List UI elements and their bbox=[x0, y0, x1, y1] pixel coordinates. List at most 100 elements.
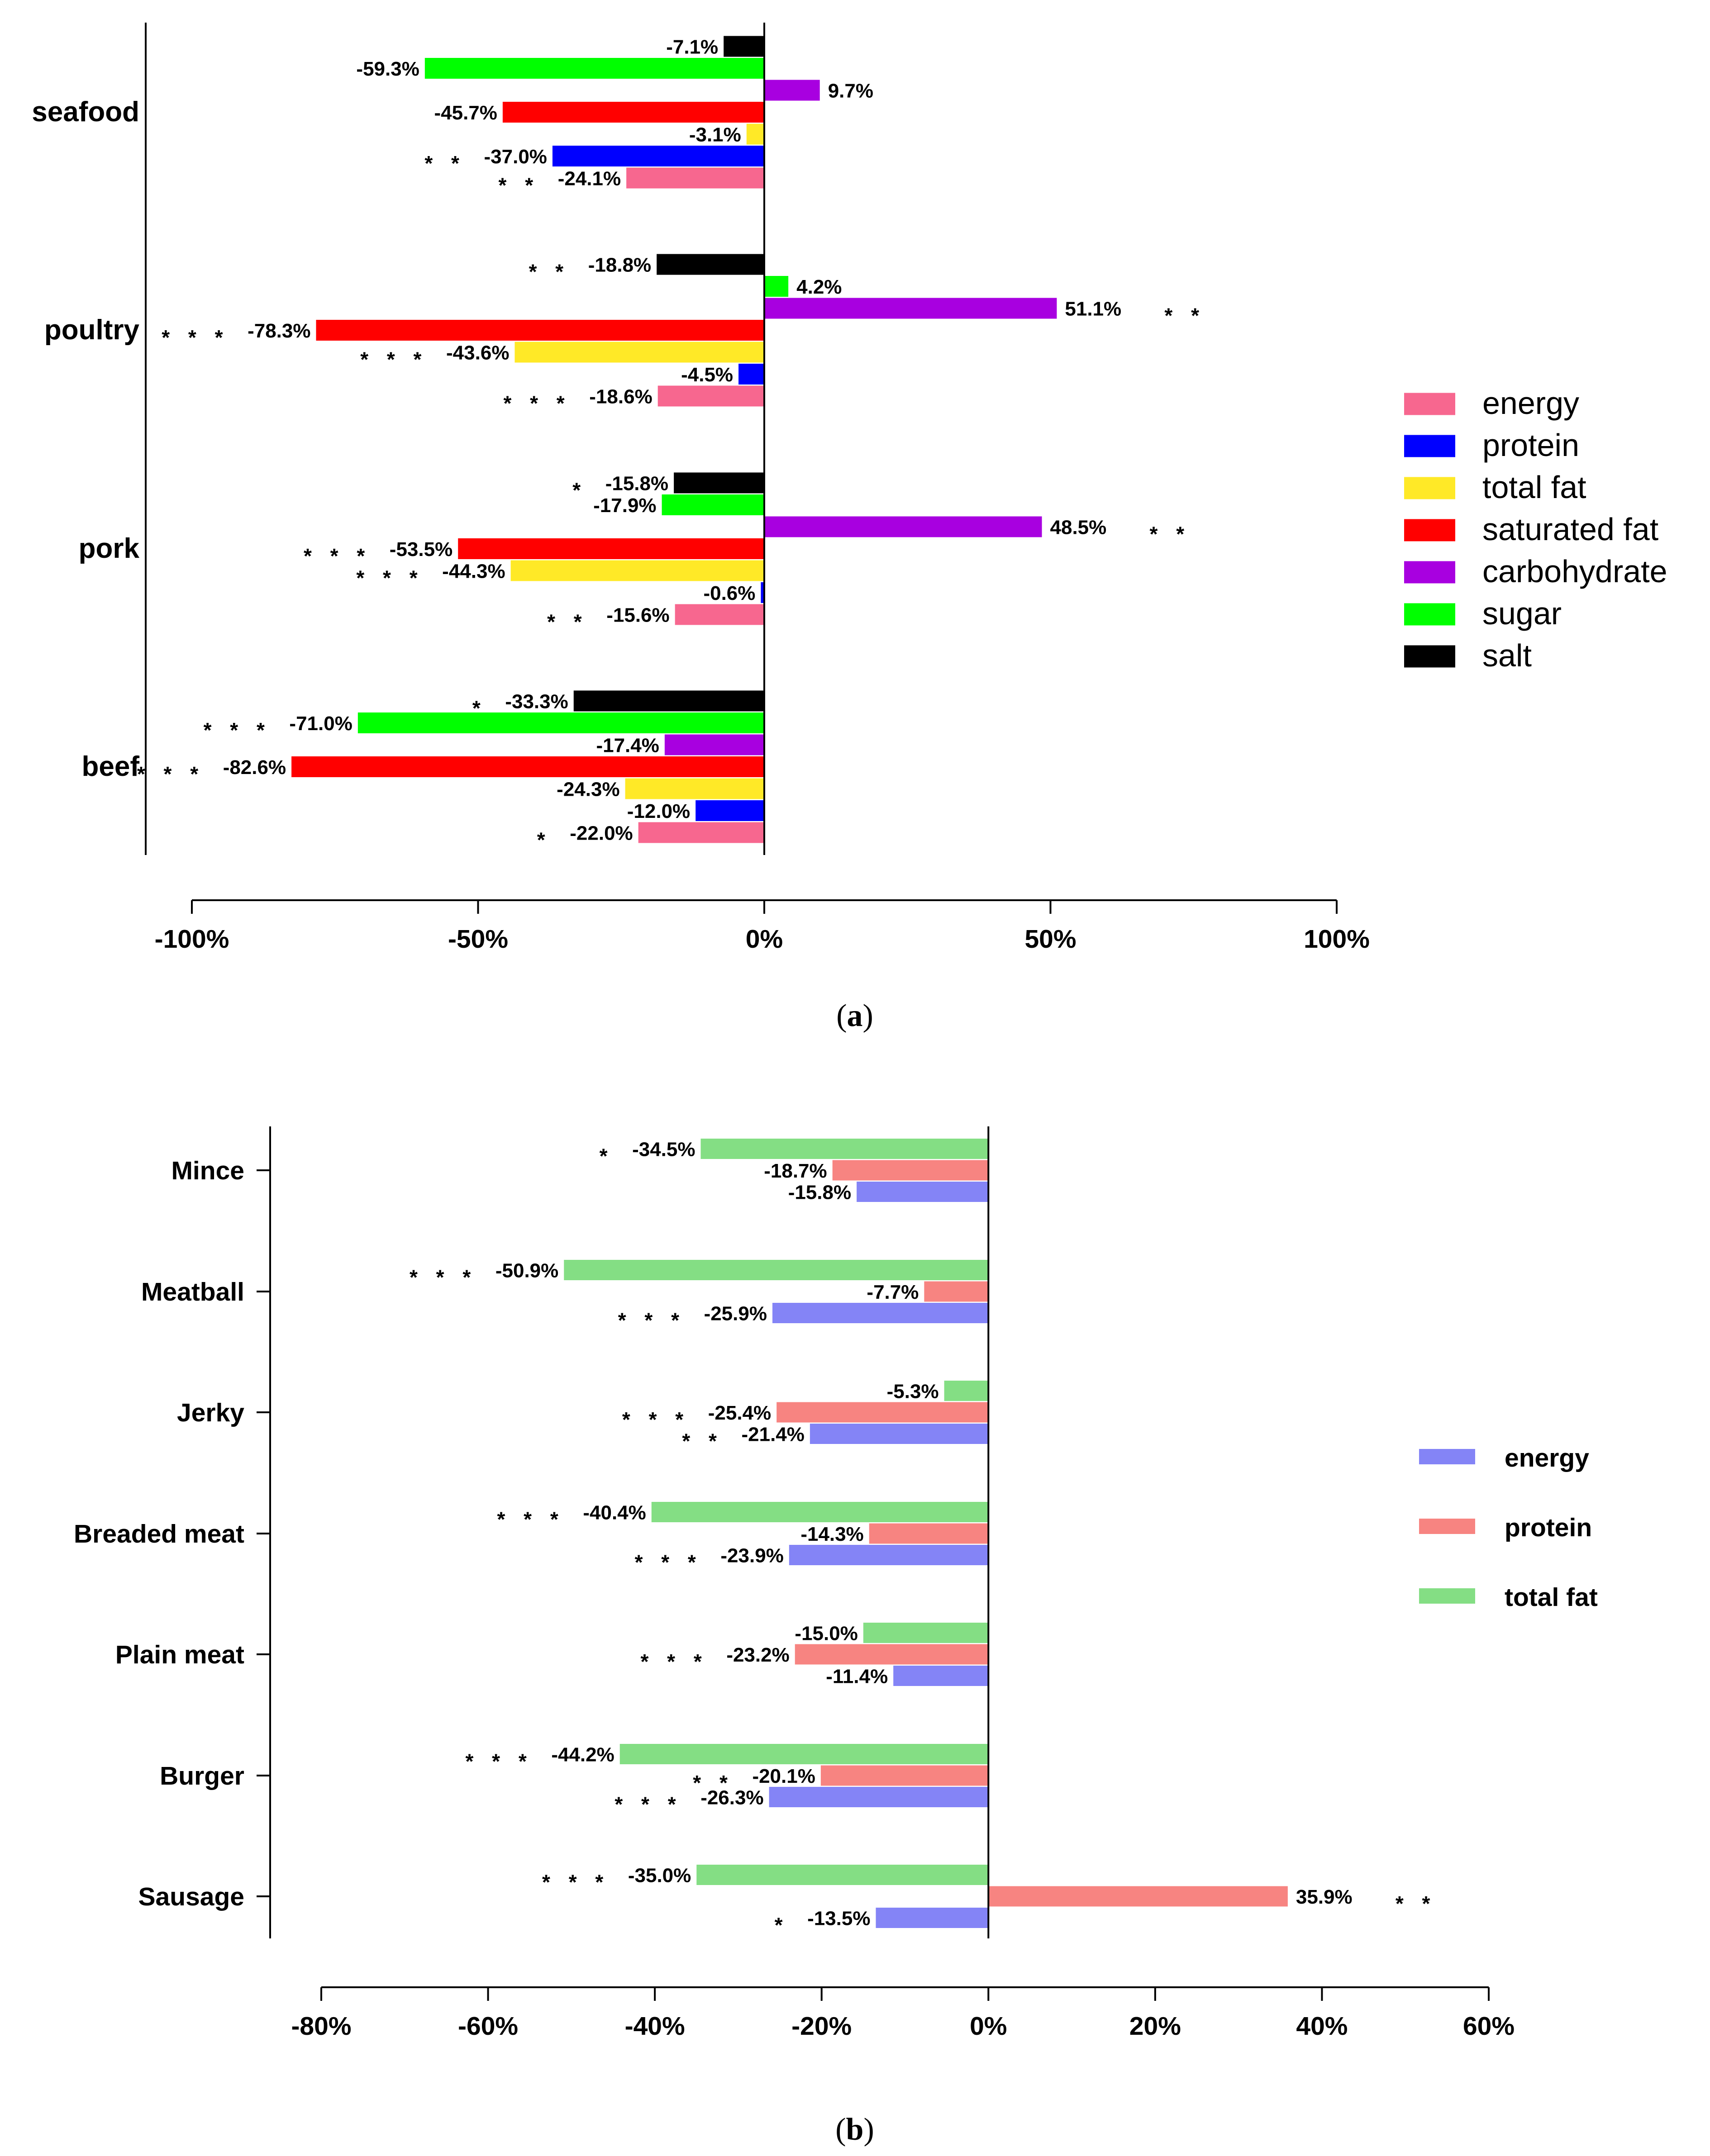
significance-marker-seafood-energy: * * bbox=[499, 174, 540, 197]
legend-swatch-energy bbox=[1419, 1449, 1475, 1464]
significance-marker-seafood-protein: * * bbox=[424, 152, 466, 175]
data-label-jerky-energy: -21.4% bbox=[741, 1424, 804, 1446]
bar-breaded-meat-protein bbox=[869, 1523, 989, 1544]
category-label-poultry: poultry bbox=[44, 314, 140, 346]
significance-marker-poultry-total-fat: * * * bbox=[360, 348, 428, 371]
legend-swatch-sugar bbox=[1404, 603, 1455, 626]
bar-jerky-energy bbox=[810, 1424, 989, 1444]
caption-close-paren: ) bbox=[863, 2112, 874, 2147]
x-tick-label: 0% bbox=[970, 2012, 1007, 2041]
category-label-sausage: Sausage bbox=[138, 1882, 244, 1911]
data-label-seafood-carbohydrate: 9.7% bbox=[828, 80, 873, 102]
bar-seafood-saturated-fat bbox=[502, 102, 764, 123]
legend-label-energy: energy bbox=[1482, 385, 1579, 421]
bar-mince-energy bbox=[857, 1182, 989, 1202]
significance-marker-poultry-salt: * * bbox=[529, 260, 570, 284]
bar-plain-meat-protein bbox=[795, 1644, 989, 1665]
data-label-poultry-energy: -18.6% bbox=[589, 386, 652, 408]
legend-label-protein: protein bbox=[1482, 427, 1579, 463]
legend-label-energy: energy bbox=[1505, 1444, 1589, 1472]
bar-meatball-protein bbox=[924, 1281, 989, 1302]
significance-marker-breaded-meat-energy: * * * bbox=[635, 1551, 702, 1574]
category-label-breaded-meat: Breaded meat bbox=[74, 1520, 244, 1548]
category-label-pork: pork bbox=[79, 533, 140, 564]
bar-seafood-sugar bbox=[424, 58, 764, 79]
data-label-burger-protein: -20.1% bbox=[752, 1765, 815, 1787]
data-label-seafood-total-fat: -3.1% bbox=[689, 124, 741, 146]
x-tick-label: 100% bbox=[1304, 925, 1370, 954]
bar-poultry-sugar bbox=[764, 276, 789, 297]
data-label-pork-saturated-fat: -53.5% bbox=[390, 538, 453, 560]
bar-poultry-salt bbox=[657, 254, 764, 275]
bar-poultry-carbohydrate bbox=[764, 298, 1057, 319]
x-tick-label: 40% bbox=[1296, 2012, 1348, 2041]
bar-burger-protein bbox=[820, 1765, 989, 1786]
bar-seafood-carbohydrate bbox=[764, 80, 820, 101]
legend-swatch-carbohydrate bbox=[1404, 561, 1455, 584]
data-label-poultry-salt: -18.8% bbox=[588, 254, 651, 276]
legend-swatch-salt bbox=[1404, 645, 1455, 668]
bar-pork-total-fat bbox=[510, 560, 764, 581]
significance-marker-sausage-protein: * * bbox=[1396, 1892, 1437, 1915]
significance-marker-meatball-energy: * * * bbox=[618, 1309, 686, 1332]
legend-swatch-energy bbox=[1404, 393, 1455, 415]
data-label-poultry-protein: -4.5% bbox=[681, 364, 733, 386]
legend-swatch-saturated-fat bbox=[1404, 519, 1455, 541]
bar-mince-protein bbox=[832, 1160, 989, 1181]
data-label-seafood-energy: -24.1% bbox=[558, 168, 621, 190]
legend-swatch-protein bbox=[1419, 1519, 1475, 1534]
significance-marker-pork-energy: * * bbox=[547, 610, 588, 634]
bar-pork-energy bbox=[675, 604, 764, 625]
bar-beef-carbohydrate bbox=[664, 734, 764, 755]
x-tick-label: -40% bbox=[625, 2012, 685, 2041]
panel-caption: (a) bbox=[836, 998, 873, 1033]
panel-caption: (b) bbox=[835, 2112, 874, 2147]
category-label-jerky: Jerky bbox=[177, 1398, 244, 1427]
bar-burger-energy bbox=[769, 1787, 989, 1807]
x-tick-label: -100% bbox=[155, 925, 229, 954]
data-label-jerky-protein: -25.4% bbox=[708, 1402, 771, 1424]
x-tick-label: -50% bbox=[448, 925, 508, 954]
data-label-sausage-total-fat: -35.0% bbox=[628, 1865, 691, 1887]
category-label-mince: Mince bbox=[171, 1156, 244, 1185]
data-label-breaded-meat-energy: -23.9% bbox=[720, 1545, 783, 1567]
significance-marker-beef-energy: * bbox=[537, 828, 552, 852]
bar-breaded-meat-total-fat bbox=[651, 1502, 989, 1522]
bar-plain-meat-energy bbox=[893, 1666, 989, 1686]
data-label-seafood-salt: -7.1% bbox=[666, 36, 718, 58]
significance-marker-burger-energy: * * * bbox=[614, 1793, 682, 1816]
bar-sausage-protein bbox=[988, 1886, 1288, 1907]
bar-burger-total-fat bbox=[619, 1744, 989, 1764]
data-label-meatball-total-fat: -50.9% bbox=[495, 1260, 558, 1282]
data-label-mince-energy: -15.8% bbox=[788, 1182, 851, 1204]
significance-marker-burger-total-fat: * * * bbox=[465, 1750, 533, 1773]
bar-mince-total-fat bbox=[700, 1139, 989, 1159]
data-label-mince-protein: -18.7% bbox=[764, 1160, 827, 1182]
data-label-burger-energy: -26.3% bbox=[700, 1787, 763, 1809]
bar-poultry-energy bbox=[657, 385, 764, 407]
significance-marker-meatball-total-fat: * * * bbox=[410, 1266, 477, 1289]
bar-jerky-protein bbox=[776, 1402, 989, 1423]
data-label-pork-sugar: -17.9% bbox=[593, 494, 656, 517]
data-label-beef-saturated-fat: -82.6% bbox=[223, 756, 286, 779]
data-label-pork-energy: -15.6% bbox=[606, 604, 669, 627]
data-label-seafood-saturated-fat: -45.7% bbox=[434, 102, 497, 124]
data-label-breaded-meat-total-fat: -40.4% bbox=[583, 1502, 646, 1524]
x-tick-label: 20% bbox=[1129, 2012, 1181, 2041]
data-label-pork-carbohydrate: 48.5% bbox=[1050, 517, 1107, 539]
bar-pork-salt bbox=[674, 472, 764, 494]
caption-open-paren: ( bbox=[835, 2112, 846, 2147]
data-label-burger-total-fat: -44.2% bbox=[551, 1744, 614, 1766]
significance-marker-sausage-total-fat: * * * bbox=[542, 1871, 610, 1894]
bar-beef-salt bbox=[573, 690, 764, 712]
bar-sausage-energy bbox=[876, 1908, 989, 1928]
legend-label-total-fat: total fat bbox=[1505, 1583, 1598, 1612]
bar-plain-meat-total-fat bbox=[863, 1623, 989, 1643]
significance-marker-jerky-protein: * * * bbox=[622, 1408, 690, 1431]
bar-beef-protein bbox=[695, 800, 764, 821]
chart-b: Mince Meatball Jerky Breaded meat Plain meat… bbox=[74, 1126, 1598, 2147]
x-tick-label: 60% bbox=[1463, 2012, 1515, 2041]
significance-marker-beef-saturated-fat: * * * bbox=[137, 762, 205, 786]
category-label-plain-meat: Plain meat bbox=[115, 1640, 244, 1669]
data-label-poultry-total-fat: -43.6% bbox=[446, 342, 509, 364]
